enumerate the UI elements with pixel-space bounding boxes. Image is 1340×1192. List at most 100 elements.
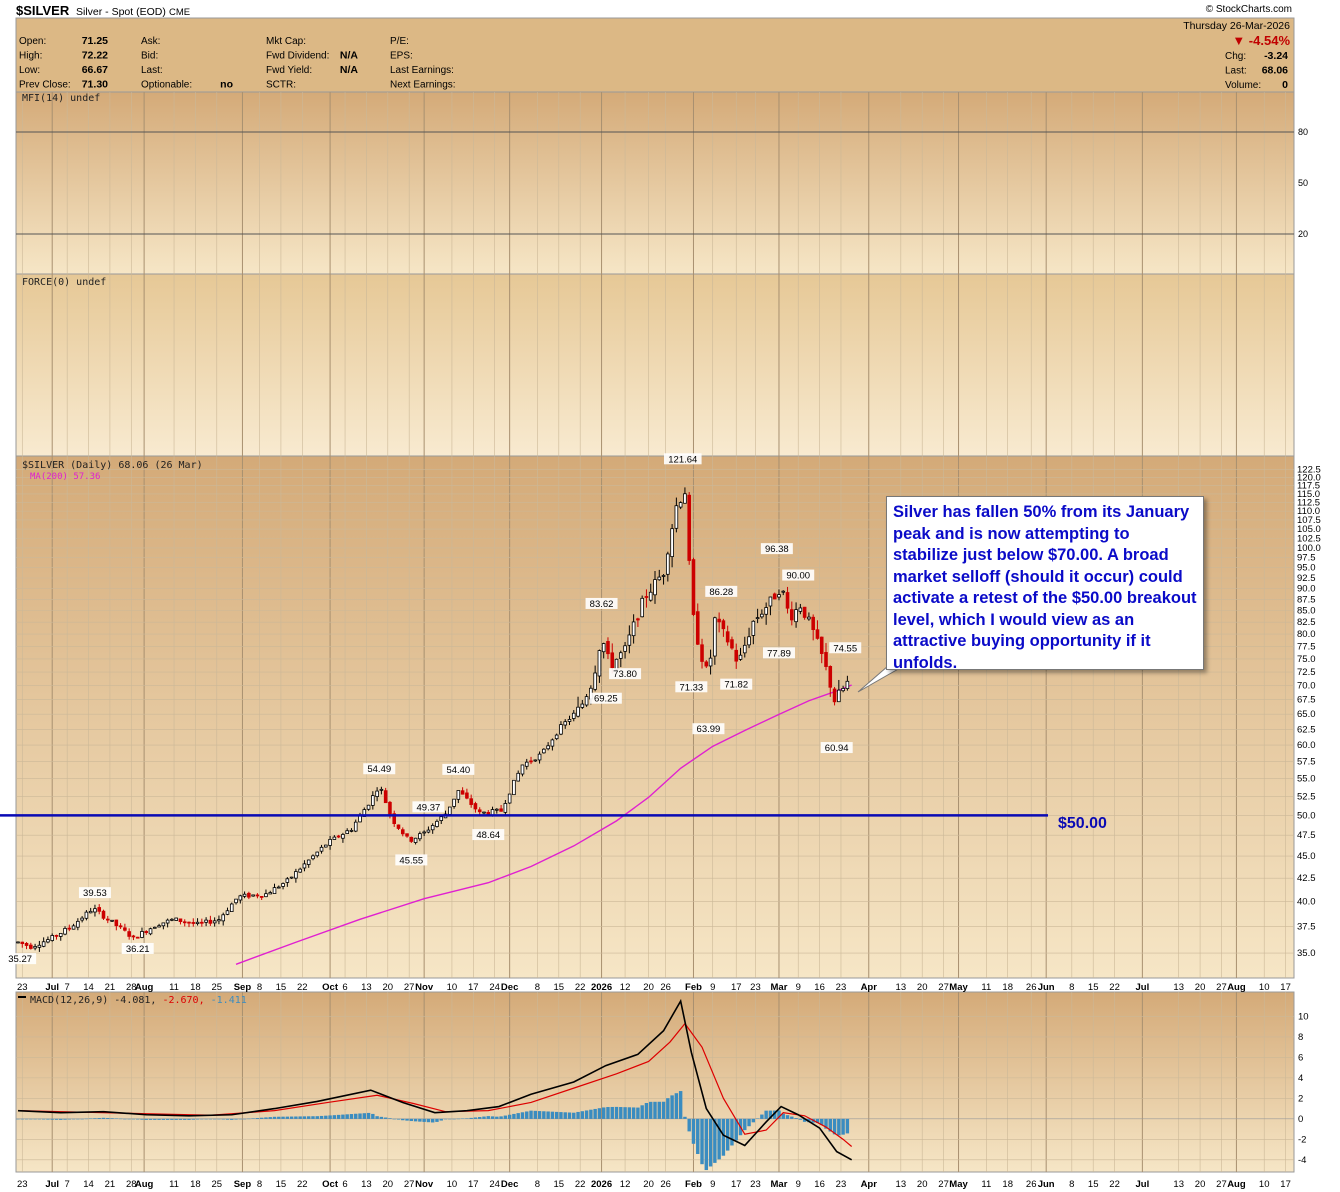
candle-body <box>486 811 491 815</box>
mfi-panel <box>15 91 1295 275</box>
macd-histogram-bar <box>294 1116 298 1119</box>
x-tick-label: 17 <box>731 982 742 993</box>
candle-body <box>738 654 743 660</box>
price-annotation: 74.55 <box>833 643 857 654</box>
candle-body <box>71 925 76 930</box>
stats-mid3-label: P/E: <box>390 36 409 47</box>
macd-histogram-bar <box>234 1118 238 1120</box>
macd-histogram-bar <box>230 1118 234 1120</box>
y-tick-label: 92.5 <box>1297 573 1316 584</box>
macd-histogram-bar <box>418 1118 422 1122</box>
x-tick-label: Feb <box>685 1179 702 1190</box>
candle-body <box>747 636 751 646</box>
candle-body <box>529 760 533 763</box>
macd-histogram-bar <box>687 1118 691 1132</box>
candle-body <box>503 803 508 813</box>
stats-mid2-value: N/A <box>340 64 359 76</box>
y-tick-label: 72.5 <box>1297 667 1316 678</box>
x-tick-label: May <box>949 1179 968 1190</box>
candle-body <box>546 745 550 750</box>
x-tick-label: 10 <box>447 1179 458 1190</box>
macd-histogram-bar <box>713 1118 717 1163</box>
macd-histogram-bar <box>144 1118 148 1120</box>
macd-histogram-bar <box>178 1118 183 1120</box>
macd-histogram-bar <box>610 1106 614 1119</box>
candle-body <box>448 806 452 815</box>
macd-histogram-bar <box>114 1118 119 1119</box>
x-tick-label: 9 <box>710 982 715 993</box>
macd-histogram-bar <box>97 1118 101 1119</box>
x-tick-label: May <box>949 982 968 993</box>
macd-histogram-bar <box>33 1118 37 1120</box>
candle-body <box>165 919 170 924</box>
candle-body <box>319 846 324 852</box>
candle-body <box>781 590 786 593</box>
candle-body <box>452 798 456 807</box>
macd-histogram-bar <box>448 1118 452 1120</box>
macd-histogram-bar <box>392 1118 396 1120</box>
price-annotation-box <box>363 763 396 775</box>
quote-date: Thursday 26-Mar-2026 <box>1183 20 1290 32</box>
macd-histogram-bar <box>315 1116 319 1119</box>
y-tick-label: 65.0 <box>1297 709 1316 720</box>
macd-tick-label: 10 <box>1298 1011 1309 1022</box>
macd-histogram-bar <box>512 1113 516 1119</box>
macd-histogram-bar <box>212 1118 217 1120</box>
candle-body <box>204 919 208 923</box>
macd-histogram-bar <box>16 1118 20 1120</box>
macd-histogram-bar <box>845 1118 850 1134</box>
x-tick-label: Apr <box>861 1179 878 1190</box>
stats-right-value: 0 <box>1282 79 1288 91</box>
candle-body <box>430 825 435 831</box>
candle-body <box>807 616 811 620</box>
x-tick-label: 15 <box>554 982 565 993</box>
macd-histogram-bar <box>730 1118 734 1146</box>
x-tick-label: 22 <box>575 982 586 993</box>
candle-body <box>790 609 794 621</box>
x-tick-label: 2026 <box>591 982 612 993</box>
candle-body <box>20 941 25 945</box>
candle-body <box>691 559 696 615</box>
candle-body <box>426 829 431 833</box>
macd-histogram-bar <box>366 1112 371 1119</box>
macd-histogram-bar <box>666 1098 670 1119</box>
candle-body <box>46 939 50 943</box>
price-annotation: 39.53 <box>83 888 107 899</box>
candle-body <box>24 942 29 946</box>
macd-histogram-bar <box>772 1110 777 1119</box>
x-tick-label: 17 <box>1280 982 1291 993</box>
candle-body <box>289 876 294 879</box>
macd-histogram-bar <box>354 1113 358 1119</box>
macd-histogram-bar <box>631 1107 636 1119</box>
candle-body <box>255 894 260 897</box>
price-annotation-box <box>585 597 618 609</box>
candle-body <box>33 946 37 949</box>
x-tick-label: 22 <box>297 1179 308 1190</box>
candle-body <box>537 753 542 761</box>
candle-body <box>542 748 546 754</box>
x-tick-label: Oct <box>322 982 339 993</box>
candle-body <box>375 790 379 797</box>
candle-body <box>328 838 332 846</box>
x-tick-label: 17 <box>1280 1179 1291 1190</box>
x-tick-label: 8 <box>535 1179 540 1190</box>
macd-histogram-bar <box>161 1118 166 1120</box>
x-tick-label: 27 <box>938 982 949 993</box>
macd-histogram-bar <box>841 1118 845 1135</box>
x-tick-label: 18 <box>1002 982 1013 993</box>
x-tick-label: 10 <box>1259 982 1270 993</box>
macd-histogram-bar <box>165 1118 170 1120</box>
y-tick-label: 40.0 <box>1297 897 1316 908</box>
x-tick-label: 12 <box>620 1179 631 1190</box>
candle-body <box>285 878 290 883</box>
x-tick-label: 25 <box>212 982 223 993</box>
macd-histogram-bar <box>790 1116 794 1119</box>
candle-body <box>619 652 623 659</box>
macd-histogram-bar <box>593 1108 597 1119</box>
y-tick-label: 75.0 <box>1297 654 1316 665</box>
macd-histogram-bar <box>71 1118 76 1120</box>
x-tick-label: 6 <box>342 1179 347 1190</box>
x-tick-label: 23 <box>836 982 847 993</box>
macd-tick-label: 0 <box>1298 1114 1303 1125</box>
macd-histogram-bar <box>743 1118 747 1131</box>
